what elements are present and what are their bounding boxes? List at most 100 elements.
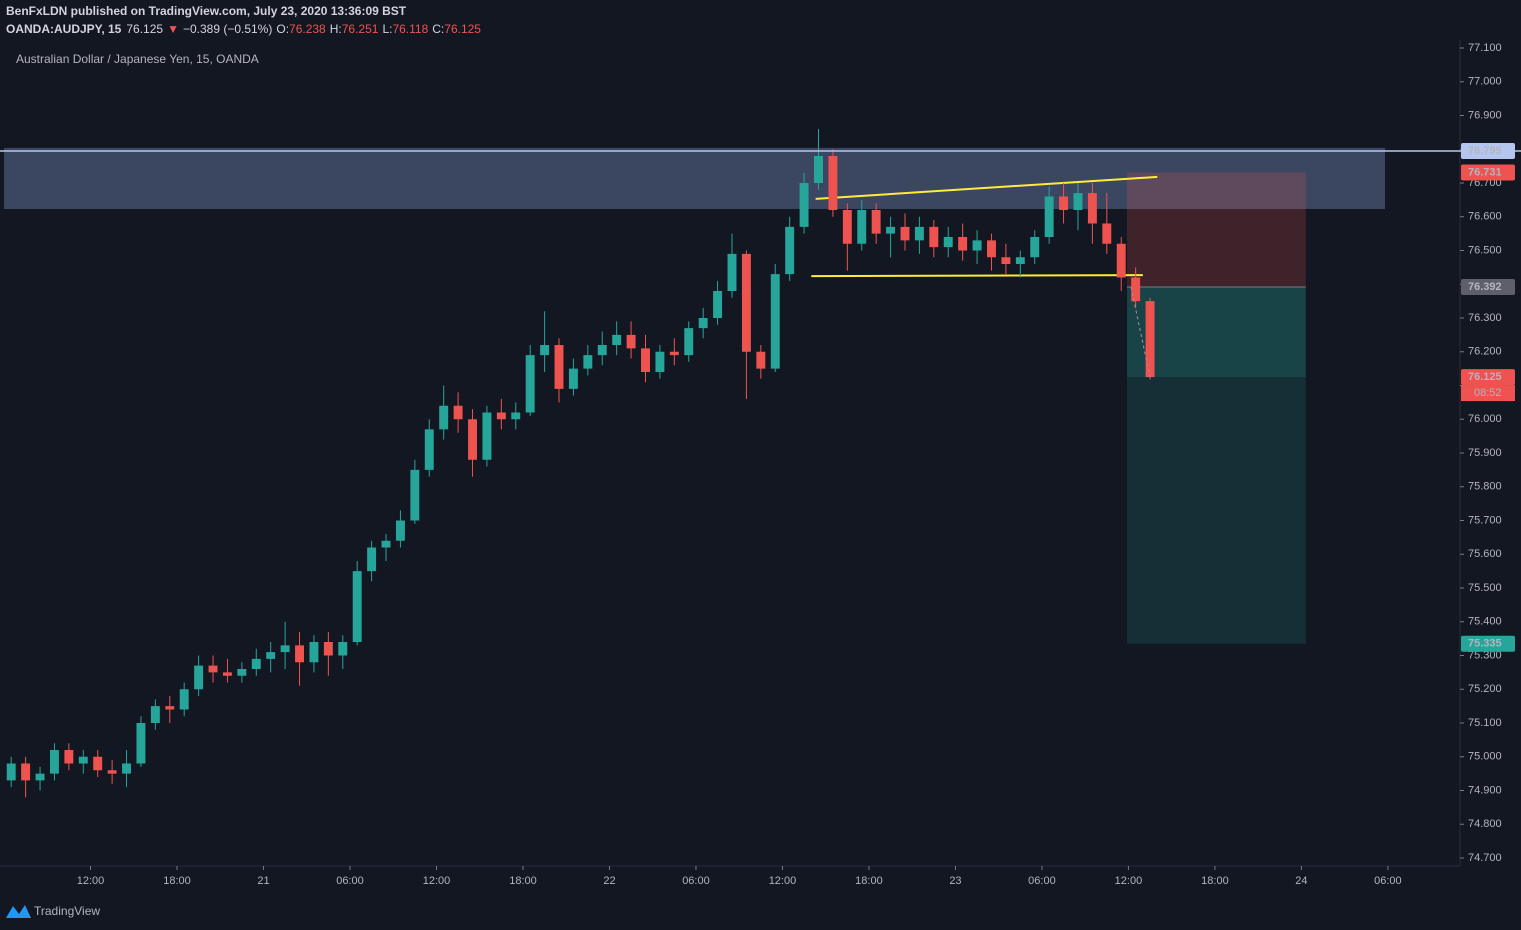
publisher: BenFxLDN published on TradingView.com, J… bbox=[6, 4, 407, 18]
candle-body bbox=[1001, 257, 1011, 264]
brand: TradingView bbox=[34, 904, 100, 918]
target-box bbox=[1126, 286, 1306, 644]
y-tick-label: 74.800 bbox=[1468, 818, 1502, 830]
y-tick-label: 75.800 bbox=[1468, 481, 1502, 493]
x-tick-label: 12:00 bbox=[423, 875, 451, 887]
y-tick-label: 77.100 bbox=[1468, 42, 1502, 54]
candle-body bbox=[6, 763, 16, 781]
candle-body bbox=[828, 156, 838, 210]
candle-body bbox=[900, 226, 910, 241]
x-tick-label: 24 bbox=[1295, 875, 1307, 887]
current-tag-label: 76.125 bbox=[1468, 371, 1502, 383]
candle-body bbox=[338, 642, 348, 656]
y-tick-label: 74.900 bbox=[1468, 784, 1502, 796]
candle-body bbox=[21, 763, 31, 781]
candle-body bbox=[525, 355, 535, 413]
candle-body bbox=[597, 345, 607, 356]
candle-body bbox=[929, 226, 939, 248]
candle-body bbox=[107, 770, 117, 774]
candle-body bbox=[251, 658, 261, 669]
candle-body bbox=[453, 405, 463, 420]
candle-body bbox=[814, 156, 823, 183]
candle-body bbox=[150, 706, 160, 723]
y-tick-label: 76.000 bbox=[1468, 413, 1502, 425]
x-tick-label: 06:00 bbox=[1374, 875, 1402, 887]
y-tick-label: 77.000 bbox=[1468, 76, 1502, 88]
candle-body bbox=[1030, 237, 1040, 258]
x-tick-label: 18:00 bbox=[509, 875, 537, 887]
resistance-zone bbox=[4, 147, 1386, 209]
x-tick-label: 12:00 bbox=[769, 875, 797, 887]
candle-body bbox=[914, 226, 924, 241]
countdown: 08:52 bbox=[1474, 387, 1502, 399]
candle-body bbox=[35, 773, 45, 781]
x-tick-label: 06:00 bbox=[336, 875, 364, 887]
candle-body bbox=[208, 665, 218, 673]
candle-body bbox=[410, 469, 420, 521]
ohlc-value: 76.251 bbox=[342, 22, 379, 36]
x-tick-label: 22 bbox=[603, 875, 615, 887]
stop-tag-label: 76.731 bbox=[1468, 166, 1502, 178]
candle-body bbox=[785, 226, 795, 275]
candle-body bbox=[78, 756, 88, 764]
candle-body bbox=[367, 547, 377, 572]
y-tick-label: 76.200 bbox=[1468, 346, 1502, 358]
target-tag bbox=[1461, 635, 1515, 652]
candle-body bbox=[93, 756, 103, 771]
candle-body bbox=[842, 210, 852, 244]
candle-body bbox=[972, 240, 982, 251]
level-tag-label: 76.795 bbox=[1468, 145, 1502, 157]
candle-body bbox=[1102, 223, 1112, 244]
candle-body bbox=[482, 412, 492, 460]
x-tick-label: 18:00 bbox=[855, 875, 883, 887]
candle-body bbox=[395, 520, 405, 541]
candle-body bbox=[266, 652, 276, 659]
candle-body bbox=[1015, 257, 1025, 264]
candle-body bbox=[136, 723, 146, 764]
x-tick-label: 12:00 bbox=[1115, 875, 1143, 887]
candle-body bbox=[612, 334, 622, 345]
y-tick-label: 76.900 bbox=[1468, 109, 1502, 121]
plot-area bbox=[4, 129, 1386, 798]
candle-body bbox=[669, 351, 679, 356]
candle-body bbox=[424, 429, 434, 470]
candle-body bbox=[655, 351, 665, 372]
candle-body bbox=[222, 672, 232, 676]
candle-body bbox=[1059, 196, 1069, 210]
candle-body bbox=[1145, 301, 1155, 378]
symbol-legend: OANDA:AUDJPY, 15 76.125 ▼ −0.389 (−0.51%) O:… bbox=[6, 22, 481, 36]
candle-body bbox=[1073, 193, 1083, 210]
candle-body bbox=[886, 226, 896, 234]
candle-body bbox=[49, 750, 59, 774]
candle-body bbox=[309, 642, 319, 663]
ohlc-key: O: bbox=[276, 22, 289, 36]
candle-body bbox=[237, 669, 247, 676]
candle-body bbox=[280, 645, 290, 653]
y-tick-label: 75.900 bbox=[1468, 447, 1502, 459]
candle-body bbox=[987, 240, 996, 258]
open-profit-box bbox=[1126, 286, 1306, 378]
x-tick-label: 06:00 bbox=[682, 875, 710, 887]
ohlc-value: 76.238 bbox=[289, 22, 326, 36]
candle-body bbox=[554, 345, 564, 389]
symbol: OANDA:AUDJPY, 15 bbox=[6, 22, 122, 36]
y-tick-label: 76.300 bbox=[1468, 312, 1502, 324]
candle-body bbox=[439, 405, 449, 430]
candle-body bbox=[626, 334, 636, 349]
y-tick-label: 75.200 bbox=[1468, 683, 1502, 695]
candle-body bbox=[713, 291, 723, 318]
y-tick-label: 76.500 bbox=[1468, 244, 1502, 256]
candle-body bbox=[122, 763, 132, 774]
candle-body bbox=[1131, 277, 1141, 302]
candle-body bbox=[857, 210, 867, 244]
candle-body bbox=[194, 665, 204, 690]
ohlc-key: C: bbox=[432, 22, 444, 36]
trendline bbox=[815, 175, 1158, 200]
trendline bbox=[811, 274, 1143, 278]
level-tag bbox=[1461, 142, 1515, 159]
candle-body bbox=[958, 237, 968, 251]
candle-body bbox=[799, 183, 809, 227]
candle-body bbox=[684, 328, 694, 356]
